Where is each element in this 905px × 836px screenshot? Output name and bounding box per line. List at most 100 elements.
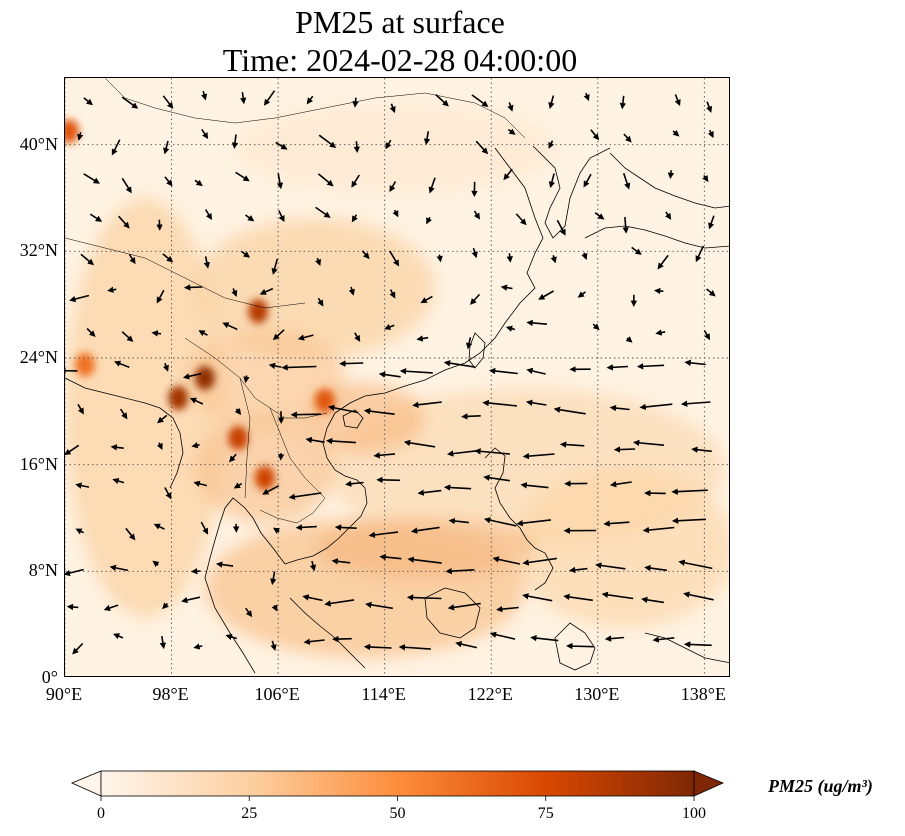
wind-arrow — [577, 291, 586, 298]
wind-arrow — [198, 330, 208, 337]
wind-arrow — [702, 174, 709, 183]
wind-arrow — [66, 603, 79, 611]
pm25-field — [65, 103, 729, 658]
wind-arrow — [625, 336, 633, 343]
wind-arrow — [609, 481, 632, 488]
wind-arrow — [315, 206, 331, 218]
wind-arrow — [365, 601, 393, 610]
wind-arrow — [348, 286, 355, 296]
wind-arrow — [75, 482, 90, 489]
pm25-hotspot — [168, 386, 189, 410]
wind-arrow — [592, 323, 600, 331]
wind-arrow — [672, 129, 680, 137]
wind-arrow — [530, 634, 559, 642]
wind-arrow — [708, 215, 715, 230]
wind-arrow — [423, 131, 431, 146]
wind-arrow — [103, 604, 119, 611]
wind-arrow — [566, 642, 594, 650]
wind-arrow — [351, 174, 360, 188]
wind-arrow — [644, 564, 668, 572]
wind-arrow — [492, 556, 521, 565]
wind-arrow — [183, 284, 203, 291]
wind-arrow — [200, 90, 208, 101]
latitude-label: 24°N — [19, 347, 58, 367]
wind-arrow — [553, 406, 586, 415]
longitude-label: 98°E — [152, 684, 189, 704]
wind-arrow — [271, 604, 278, 612]
wind-arrow — [526, 367, 546, 375]
wind-arrow — [455, 641, 478, 649]
wind-arrow — [189, 397, 204, 405]
wind-arrow — [334, 524, 357, 531]
wind-arrow — [654, 287, 664, 295]
pm25-hotspots — [65, 119, 335, 490]
wind-arrow — [125, 527, 136, 541]
wind-arrow — [695, 245, 705, 263]
latitude-label: 8°N — [28, 560, 58, 581]
pm25-hotspot — [248, 299, 269, 324]
wind-arrow — [403, 439, 436, 448]
wind-arrow — [505, 325, 516, 332]
wind-arrow — [475, 140, 489, 155]
wind-arrow — [448, 517, 469, 525]
wind-arrow — [642, 526, 675, 534]
wind-arrow — [290, 411, 322, 418]
wind-arrow — [590, 129, 600, 141]
wind-arrow — [159, 635, 167, 650]
wind-arrow — [193, 480, 208, 487]
wind-arrow — [550, 255, 557, 264]
wind-arrow — [525, 399, 547, 406]
wind-arrow — [707, 129, 714, 139]
map-canvas — [65, 78, 729, 676]
wind-arrow — [263, 90, 276, 106]
wind-arrow — [568, 566, 588, 574]
wind-arrow — [683, 591, 714, 601]
wind-arrow — [665, 211, 672, 220]
wind-arrow — [428, 177, 436, 194]
wind-arrow — [65, 568, 84, 577]
map-panel — [64, 77, 730, 677]
wind-arrow — [231, 134, 239, 149]
wind-arrow — [164, 487, 172, 500]
wind-arrow — [389, 103, 396, 114]
wind-arrow — [162, 602, 169, 610]
wind-arrow — [631, 246, 642, 255]
wind-arrow — [406, 594, 442, 601]
pm25-hotspot — [74, 352, 95, 377]
wind-arrow — [526, 319, 547, 327]
wind-arrow — [410, 526, 440, 534]
wind-arrow — [345, 480, 364, 487]
wind-arrow — [443, 484, 472, 491]
wind-arrow — [297, 334, 314, 341]
wind-arrow — [354, 332, 361, 343]
wind-arrow — [234, 408, 242, 416]
wind-arrow — [86, 327, 96, 338]
wind-arrow — [351, 214, 358, 223]
wind-arrow — [315, 257, 322, 266]
wind-arrow — [318, 134, 337, 148]
wind-arrow — [443, 360, 476, 368]
wind-arrow — [416, 335, 429, 342]
colorbar-gradient — [100, 770, 695, 797]
wind-arrow — [69, 294, 90, 303]
wind-arrow — [446, 449, 479, 457]
wind-arrow — [469, 293, 481, 305]
latitude-label: 16°N — [19, 453, 58, 474]
wind-arrow — [606, 364, 629, 371]
wind-arrow — [229, 453, 237, 463]
wind-arrow — [118, 215, 130, 229]
wind-arrow — [281, 364, 317, 371]
wind-arrow — [622, 217, 629, 234]
wind-arrow — [339, 360, 364, 367]
wind-arrow — [583, 92, 590, 102]
wind-arrow — [489, 631, 516, 640]
wind-arrow — [515, 213, 527, 226]
wind-arrow — [272, 527, 281, 534]
wind-arrow — [426, 216, 432, 225]
wind-arrow — [488, 367, 518, 375]
wind-arrow — [270, 640, 277, 652]
wind-arrow — [302, 594, 323, 602]
wind-arrow — [110, 444, 124, 451]
wind-arrow — [447, 602, 481, 611]
wind-arrow — [163, 140, 170, 155]
